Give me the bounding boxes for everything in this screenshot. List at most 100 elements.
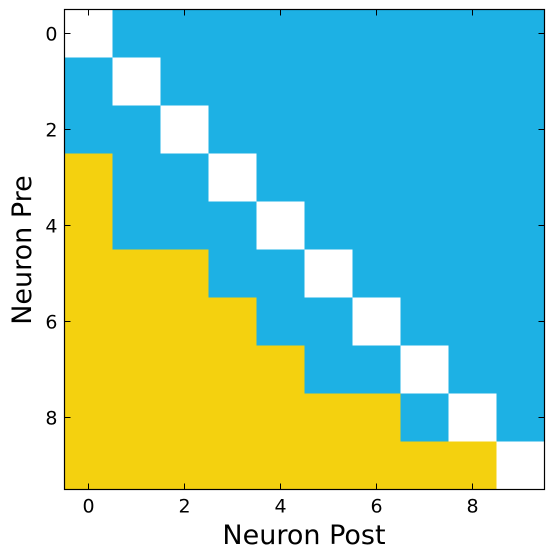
heatmap-cell-0-5 bbox=[304, 9, 353, 58]
heatmap-cell-0-4 bbox=[256, 9, 305, 58]
x-tick-label: 2 bbox=[178, 496, 190, 518]
heatmap-cell-2-3 bbox=[208, 105, 257, 154]
heatmap-cell-5-7 bbox=[400, 249, 449, 298]
heatmap-cell-8-6 bbox=[352, 393, 401, 442]
heatmap-cell-4-4 bbox=[256, 201, 305, 250]
heatmap-cell-3-1 bbox=[112, 153, 161, 202]
heatmap-cell-6-4 bbox=[256, 297, 305, 346]
heatmap-cell-7-8 bbox=[448, 345, 497, 394]
heatmap-cell-9-6 bbox=[352, 441, 401, 490]
heatmap-cell-4-9 bbox=[496, 201, 545, 250]
plot-frame bbox=[63, 8, 546, 491]
heatmap-cell-1-7 bbox=[400, 57, 449, 106]
y-tick-label: 6 bbox=[45, 312, 57, 334]
heatmap-cell-5-1 bbox=[112, 249, 161, 298]
heatmap-cell-7-5 bbox=[304, 345, 353, 394]
heatmap-cell-2-0 bbox=[64, 105, 113, 154]
heatmap-cell-2-8 bbox=[448, 105, 497, 154]
heatmap-cell-6-8 bbox=[448, 297, 497, 346]
heatmap-cell-9-0 bbox=[64, 441, 113, 490]
heatmap-cell-8-7 bbox=[400, 393, 449, 442]
heatmap-cell-8-2 bbox=[160, 393, 209, 442]
heatmap-cell-7-2 bbox=[160, 345, 209, 394]
heatmap-cell-8-9 bbox=[496, 393, 545, 442]
heatmap-cell-8-0 bbox=[64, 393, 113, 442]
heatmap-cell-8-4 bbox=[256, 393, 305, 442]
heatmap-cell-3-6 bbox=[352, 153, 401, 202]
heatmap-cell-4-7 bbox=[400, 201, 449, 250]
x-tick-label: 4 bbox=[274, 496, 286, 518]
heatmap-cell-9-4 bbox=[256, 441, 305, 490]
heatmap-cell-1-0 bbox=[64, 57, 113, 106]
heatmap-cell-6-7 bbox=[400, 297, 449, 346]
heatmap-cell-7-3 bbox=[208, 345, 257, 394]
heatmap-cell-5-0 bbox=[64, 249, 113, 298]
heatmap-cell-8-5 bbox=[304, 393, 353, 442]
heatmap-cell-5-9 bbox=[496, 249, 545, 298]
heatmap-cell-8-1 bbox=[112, 393, 161, 442]
heatmap-cell-7-9 bbox=[496, 345, 545, 394]
heatmap-cell-8-3 bbox=[208, 393, 257, 442]
heatmap-cell-4-3 bbox=[208, 201, 257, 250]
heatmap-cell-2-9 bbox=[496, 105, 545, 154]
heatmap-cell-6-5 bbox=[304, 297, 353, 346]
heatmap-cell-6-9 bbox=[496, 297, 545, 346]
heatmap-cell-8-8 bbox=[448, 393, 497, 442]
heatmap-cell-1-2 bbox=[160, 57, 209, 106]
heatmap-cell-0-0 bbox=[64, 9, 113, 58]
heatmap-cell-0-2 bbox=[160, 9, 209, 58]
heatmap-cell-0-7 bbox=[400, 9, 449, 58]
heatmap-cell-3-0 bbox=[64, 153, 113, 202]
heatmap-cell-3-7 bbox=[400, 153, 449, 202]
heatmap-cell-0-3 bbox=[208, 9, 257, 58]
heatmap-cell-5-4 bbox=[256, 249, 305, 298]
x-tick-label: 0 bbox=[82, 496, 94, 518]
heatmap-cell-9-1 bbox=[112, 441, 161, 490]
heatmap-cell-5-5 bbox=[304, 249, 353, 298]
heatmap-cell-0-1 bbox=[112, 9, 161, 58]
heatmap-cell-1-5 bbox=[304, 57, 353, 106]
heatmap-cell-3-4 bbox=[256, 153, 305, 202]
heatmap-cell-3-9 bbox=[496, 153, 545, 202]
y-axis-label: Neuron Pre bbox=[7, 175, 38, 325]
heatmap-cell-2-5 bbox=[304, 105, 353, 154]
heatmap-cell-5-6 bbox=[352, 249, 401, 298]
heatmap-cell-3-5 bbox=[304, 153, 353, 202]
heatmap-cell-5-3 bbox=[208, 249, 257, 298]
heatmap-cell-9-2 bbox=[160, 441, 209, 490]
heatmap-cell-4-2 bbox=[160, 201, 209, 250]
heatmap-cell-2-4 bbox=[256, 105, 305, 154]
y-tick-label: 4 bbox=[45, 216, 57, 238]
heatmap-cell-6-2 bbox=[160, 297, 209, 346]
heatmap-cell-9-9 bbox=[496, 441, 545, 490]
heatmap-cell-3-3 bbox=[208, 153, 257, 202]
heatmap-cell-4-1 bbox=[112, 201, 161, 250]
heatmap-cell-7-0 bbox=[64, 345, 113, 394]
heatmap-cell-4-5 bbox=[304, 201, 353, 250]
heatmap-cell-6-0 bbox=[64, 297, 113, 346]
heatmap-cell-0-8 bbox=[448, 9, 497, 58]
x-ticks: 0 2 4 6 8 bbox=[82, 9, 479, 518]
heatmap-cell-7-1 bbox=[112, 345, 161, 394]
heatmap-cell-6-1 bbox=[112, 297, 161, 346]
heatmap-cell-9-8 bbox=[448, 441, 497, 490]
heatmap-cell-2-6 bbox=[352, 105, 401, 154]
heatmap-cell-0-9 bbox=[496, 9, 545, 58]
heatmap-cell-5-8 bbox=[448, 249, 497, 298]
heatmap-cell-3-2 bbox=[160, 153, 209, 202]
heatmap-cell-4-6 bbox=[352, 201, 401, 250]
heatmap-cell-2-1 bbox=[112, 105, 161, 154]
heatmap-cells bbox=[64, 9, 545, 490]
heatmap-cell-3-8 bbox=[448, 153, 497, 202]
heatmap-cell-1-9 bbox=[496, 57, 545, 106]
heatmap-cell-1-6 bbox=[352, 57, 401, 106]
heatmap-cell-1-1 bbox=[112, 57, 161, 106]
y-tick-label: 8 bbox=[45, 408, 57, 430]
heatmap-cell-2-7 bbox=[400, 105, 449, 154]
y-tick-label: 2 bbox=[45, 120, 57, 142]
heatmap-cell-7-7 bbox=[400, 345, 449, 394]
heatmap-cell-7-4 bbox=[256, 345, 305, 394]
x-axis-label: Neuron Post bbox=[222, 520, 385, 551]
heatmap-cell-4-8 bbox=[448, 201, 497, 250]
